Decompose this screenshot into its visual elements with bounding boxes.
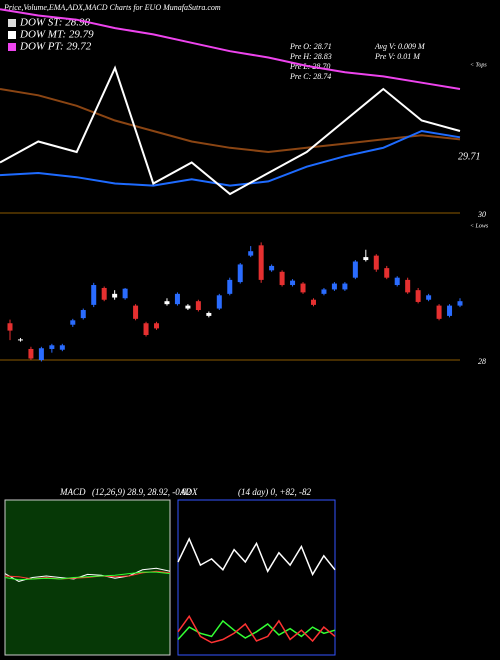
series-line xyxy=(4,567,171,582)
legend-label: DOW MT: 29.79 xyxy=(19,29,94,41)
annotation: 29.71 xyxy=(458,151,481,162)
candle-body xyxy=(28,348,34,359)
candle-body xyxy=(363,257,369,261)
candle-body xyxy=(70,320,76,325)
candle-body xyxy=(227,279,233,294)
candle-body xyxy=(405,279,411,293)
series-line xyxy=(177,619,336,641)
candle-body xyxy=(59,345,65,350)
candle-body xyxy=(300,283,306,293)
candle-body xyxy=(457,301,463,306)
panel-subtitle: (12,26,9) 28.9, 28.92, -0.02 xyxy=(92,487,191,497)
legend-swatch xyxy=(8,31,16,39)
candle-body xyxy=(342,283,348,290)
candle-body xyxy=(154,323,160,329)
legend-swatch xyxy=(8,43,16,51)
series-line xyxy=(0,65,461,196)
series-line xyxy=(0,129,461,187)
candle-body xyxy=(258,245,264,280)
candle-body xyxy=(195,301,201,311)
candle-body xyxy=(436,305,442,319)
annotation: < Tops xyxy=(470,62,487,68)
candle-body xyxy=(206,312,212,316)
candle-body xyxy=(279,271,285,286)
candle-body xyxy=(143,323,149,336)
legend-label: DOW PT: 29.72 xyxy=(19,41,92,53)
candle-body xyxy=(447,305,453,316)
y-tick-label: 28 xyxy=(478,357,486,366)
series-line xyxy=(4,571,171,581)
annotation: < Lows xyxy=(470,223,489,229)
candle-body xyxy=(426,295,432,300)
candle-body xyxy=(174,293,180,305)
candle-body xyxy=(321,289,327,294)
candle-body xyxy=(384,268,390,278)
candle-body xyxy=(373,255,379,270)
y-tick-label: 30 xyxy=(477,210,486,219)
stat: Pre O: 28.71 xyxy=(289,42,332,51)
candle-body xyxy=(101,287,107,300)
page-title: Price,Volume,EMA,ADX,MACD Charts for EUO… xyxy=(3,3,221,12)
series-line xyxy=(0,8,461,90)
candle-body xyxy=(185,305,191,309)
candle-body xyxy=(331,283,337,290)
candle-body xyxy=(310,299,316,305)
panel-title: MACD xyxy=(59,487,86,497)
candle-body xyxy=(290,280,296,286)
candle-body xyxy=(91,285,97,305)
candle-body xyxy=(269,265,275,271)
candle-body xyxy=(17,339,23,341)
candle-body xyxy=(49,345,55,349)
candle-body xyxy=(394,277,400,286)
candle-body xyxy=(133,305,139,319)
panel-title: ADX xyxy=(179,487,198,497)
candle-body xyxy=(248,251,254,256)
candle-body xyxy=(7,323,13,331)
candle-body xyxy=(352,261,358,278)
series-line xyxy=(0,88,461,154)
candle-body xyxy=(122,288,128,299)
stat: Avg V: 0.009 M xyxy=(374,42,426,51)
candle-body xyxy=(216,295,222,309)
candle-body xyxy=(112,293,118,298)
candle-body xyxy=(164,301,170,305)
stat: Pre C: 28.74 xyxy=(289,72,331,81)
panel-subtitle: (14 day) 0, +82, -82 xyxy=(238,487,312,497)
legend-label: DOW ST: 28.98 xyxy=(19,17,90,29)
series-line xyxy=(177,614,336,644)
candle-body xyxy=(237,264,243,283)
candle-body xyxy=(38,348,44,360)
candle-body xyxy=(415,290,421,302)
candle-body xyxy=(80,310,86,319)
legend-swatch xyxy=(8,19,16,27)
series-line xyxy=(177,536,336,577)
stat: Pre H: 28.83 xyxy=(289,52,332,61)
adx-panel xyxy=(177,499,336,656)
stat: Pre V: 0.01 M xyxy=(374,52,421,61)
